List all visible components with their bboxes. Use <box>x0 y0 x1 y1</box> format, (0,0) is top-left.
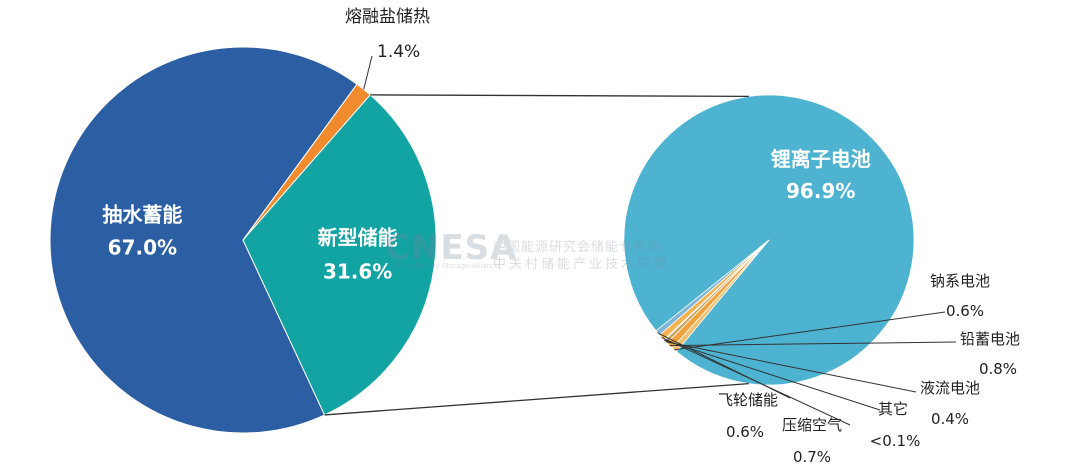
secondary-pie-label-5: 压缩空气 <box>782 416 842 434</box>
secondary-pie-leader-6 <box>657 332 791 399</box>
secondary-pie-value-2: 0.8% <box>979 360 1017 378</box>
secondary-pie-leader-1 <box>674 311 946 351</box>
main-pie-value-1: 1.4% <box>377 42 420 62</box>
main-pie-label-2: 新型储能 <box>318 225 398 249</box>
secondary-pie-label-6: 飞轮储能 <box>718 391 778 409</box>
secondary-pie-label-0: 锂离子电池 <box>771 147 871 171</box>
main-pie-label-1: 熔融盐储热 <box>345 7 430 27</box>
secondary-pie-slice-0 <box>623 94 915 386</box>
secondary-pie-value-4: <0.1% <box>870 432 921 450</box>
main-pie-slice-0 <box>49 46 358 434</box>
secondary-pie-value-0: 96.9% <box>786 179 855 203</box>
secondary-pie-label-1: 钠系电池 <box>930 272 990 290</box>
secondary-pie-label-2: 铅蓄电池 <box>960 330 1020 348</box>
watermark-logo: CNESA <box>385 228 518 268</box>
watermark-line-2: 中关村储能产业技术联盟 <box>493 257 670 272</box>
secondary-pie-label-3: 液流电池 <box>920 379 980 397</box>
secondary-pie-leader-2 <box>669 341 957 347</box>
secondary-pie-value-6: 0.6% <box>726 423 764 441</box>
main-pie-slice-2 <box>242 94 437 416</box>
watermark-subtitle: China Energy Storage Alliance <box>393 262 500 270</box>
secondary-pie-value-1: 0.6% <box>946 302 984 320</box>
main-pie-leader-1 <box>363 55 373 90</box>
secondary-pie-value-5: 0.7% <box>793 448 831 466</box>
main-pie-value-0: 67.0% <box>108 236 177 260</box>
connector-line-bottom <box>324 382 749 416</box>
secondary-pie-leader-4 <box>663 339 881 411</box>
secondary-pie-label-4: 其它 <box>878 400 908 418</box>
secondary-pie-leader-3 <box>665 341 917 393</box>
connector-line-top <box>370 94 749 98</box>
secondary-pie-value-3: 0.4% <box>931 410 969 428</box>
main-pie-value-2: 31.6% <box>323 259 392 283</box>
watermark-line-1: 中国能源研究会储能专委会 <box>493 240 662 255</box>
main-pie-label-0: 抽水蓄能 <box>102 203 182 227</box>
